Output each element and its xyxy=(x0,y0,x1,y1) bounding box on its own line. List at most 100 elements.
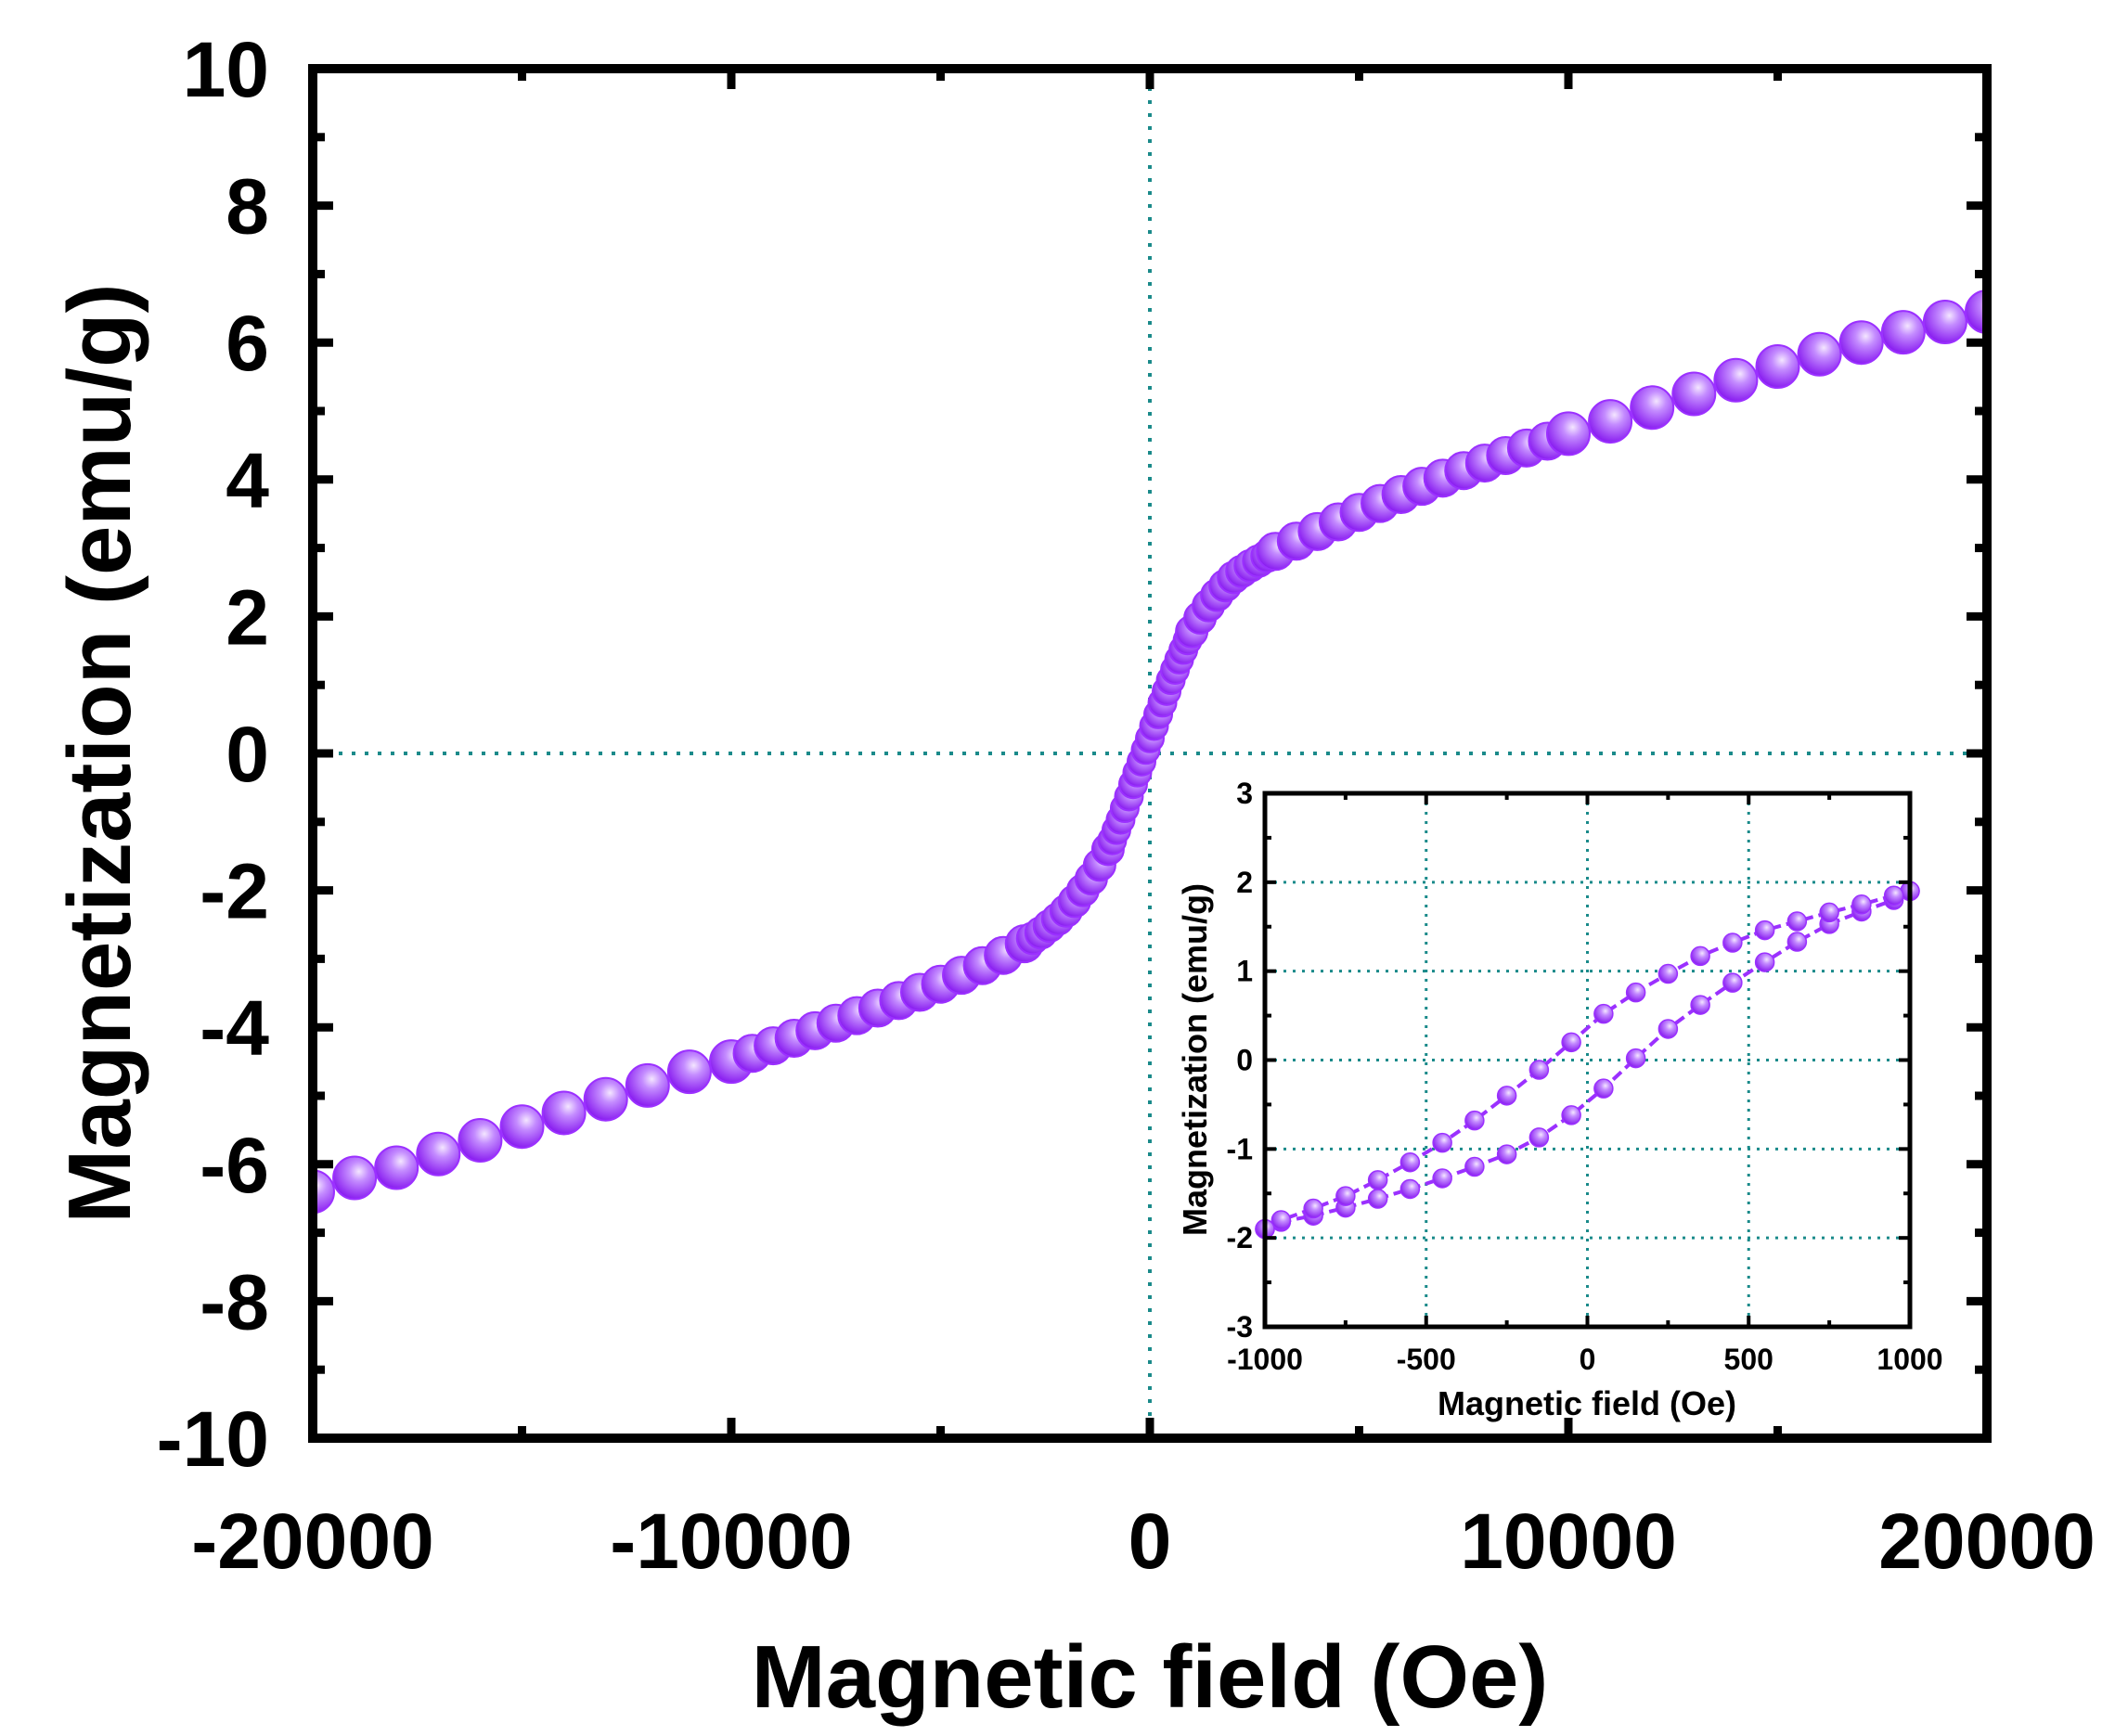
main-y-tick-label: -4 xyxy=(200,984,269,1072)
inset-data-point xyxy=(1722,972,1743,993)
main-data-point xyxy=(1671,371,1717,417)
main-x-tick-labels: -20000 -10000 0 10000 20000 xyxy=(191,1498,2096,1585)
main-data-point xyxy=(374,1145,419,1190)
inset-data-point xyxy=(1561,1105,1581,1125)
main-y-tick-label: 8 xyxy=(226,163,269,251)
inset-data-point xyxy=(1335,1186,1356,1206)
inset-data-point xyxy=(1399,1178,1421,1200)
inset-data-point xyxy=(1625,982,1646,1003)
main-data-point xyxy=(1713,357,1759,403)
main-y-tick-label: 2 xyxy=(226,573,269,661)
inset-data-point xyxy=(1464,1156,1485,1177)
main-x-tick-label: 0 xyxy=(1128,1498,1172,1585)
inset-data-point xyxy=(1561,1032,1581,1053)
main-data-point xyxy=(666,1049,712,1095)
main-x-tick-label: 10000 xyxy=(1460,1498,1677,1585)
inset-data-point xyxy=(1303,1198,1323,1219)
main-plot: -20000 -10000 0 10000 20000 -10-8-6-4-202468… xyxy=(50,26,2096,1727)
inset-data-point xyxy=(1625,1048,1646,1069)
inset-y-tick-label: 1 xyxy=(1236,955,1253,988)
inset-y-tick-label: 2 xyxy=(1236,866,1253,899)
main-x-tick-label: 20000 xyxy=(1878,1498,2096,1585)
main-y-tick-label: 4 xyxy=(226,437,269,524)
main-data-point xyxy=(583,1076,628,1122)
main-data-point xyxy=(1755,344,1800,390)
main-axis-ticks xyxy=(308,64,1992,1443)
inset-y-tick-label: -3 xyxy=(1227,1310,1253,1344)
inset-x-tick-label: -1000 xyxy=(1227,1343,1303,1376)
main-x-tick-label: -20000 xyxy=(191,1498,434,1585)
main-y-tick-label: -8 xyxy=(200,1258,269,1345)
main-data-point xyxy=(541,1090,587,1136)
inset-data-point xyxy=(1432,1132,1452,1153)
inset-data-point xyxy=(1754,919,1775,941)
inset-data-point xyxy=(1657,1019,1679,1039)
inset-branch-line xyxy=(1264,889,1911,1231)
inset-data-point xyxy=(1593,1078,1614,1099)
main-data-point xyxy=(625,1062,670,1108)
inset-y-tick-labels: -3 -2 -1 0 1 2 3 xyxy=(1227,777,1253,1344)
inset-data-point xyxy=(1754,952,1775,972)
main-y-tick-label: 0 xyxy=(226,711,269,798)
inset-data-point xyxy=(1270,1210,1292,1230)
inset-data-point xyxy=(1690,995,1710,1015)
inset-x-tick-label: 500 xyxy=(1724,1343,1773,1376)
inset-x-tick-label: 1000 xyxy=(1877,1343,1942,1376)
inset-data-point xyxy=(1496,1144,1517,1164)
main-y-tick-label: -10 xyxy=(157,1395,269,1483)
main-y-tick-label: 10 xyxy=(183,26,269,113)
main-data-point xyxy=(458,1117,503,1163)
inset-data-point xyxy=(1367,1170,1388,1190)
main-data-point xyxy=(1880,310,1926,355)
main-y-tick-labels: -10 -8 -6 -4 -2 0 2 4 6 8 10 xyxy=(157,26,270,1483)
inset-y-tick-label: -2 xyxy=(1227,1221,1253,1254)
inset-data-point xyxy=(1496,1086,1517,1106)
inset-plot: -1000 -500 0 500 1000 -3 -2 -1 0 1 2 3 Magnetic fi… xyxy=(1176,777,1943,1422)
inset-x-tick-label: -500 xyxy=(1397,1343,1456,1376)
inset-x-tick-labels: -1000 -500 0 500 1000 xyxy=(1227,1343,1943,1376)
inset-background xyxy=(1265,793,1910,1327)
main-y-axis-title: Magnetization (emu/g) xyxy=(50,283,149,1223)
inset-data-point xyxy=(1722,932,1743,953)
main-data-point xyxy=(332,1155,378,1201)
main-data-point xyxy=(1546,411,1591,457)
main-data-point xyxy=(1922,300,1967,345)
inset-axis-ticks xyxy=(1263,791,1912,1329)
inset-data-point xyxy=(1399,1151,1421,1173)
main-data-point xyxy=(1838,320,1884,366)
main-x-axis-title: Magnetic field (Oe) xyxy=(752,1627,1549,1727)
inset-data-point xyxy=(1786,932,1808,952)
inset-data-point xyxy=(1432,1168,1452,1189)
main-data-point xyxy=(1797,331,1842,377)
inset-data-point xyxy=(1464,1110,1485,1131)
inset-branch-line xyxy=(1264,889,1911,1231)
inset-data-point xyxy=(1657,963,1679,984)
main-data-point xyxy=(1630,385,1675,431)
inset-data-point xyxy=(1528,1060,1550,1080)
inset-data-point xyxy=(1528,1127,1550,1148)
inset-data-point xyxy=(1786,911,1808,932)
main-y-tick-label: -6 xyxy=(200,1122,269,1209)
inset-data-points xyxy=(1255,881,1920,1240)
inset-x-axis-title: Magnetic field (Oe) xyxy=(1438,1384,1736,1422)
inset-y-tick-label: 0 xyxy=(1236,1044,1253,1077)
inset-branch-lines xyxy=(1264,889,1911,1231)
inset-data-point xyxy=(1883,885,1904,906)
main-data-points xyxy=(311,289,1989,1215)
main-data-point xyxy=(1588,399,1633,444)
inset-data-point xyxy=(1593,1003,1614,1024)
inset-data-point xyxy=(1851,894,1872,915)
inset-data-point xyxy=(1819,902,1839,923)
inset-x-tick-label: 0 xyxy=(1580,1343,1596,1376)
inset-data-point xyxy=(1690,945,1710,967)
inset-y-tick-label: -1 xyxy=(1227,1132,1253,1165)
inset-y-axis-title: Magnetization (emu/g) xyxy=(1176,883,1214,1236)
main-data-point xyxy=(499,1104,545,1150)
inset-data-point xyxy=(1367,1189,1388,1209)
main-y-tick-label: -2 xyxy=(200,848,269,935)
main-data-point xyxy=(416,1131,461,1177)
main-x-tick-label: -10000 xyxy=(610,1498,853,1585)
main-y-tick-label: 6 xyxy=(226,300,269,387)
inset-y-tick-label: 3 xyxy=(1236,777,1253,810)
